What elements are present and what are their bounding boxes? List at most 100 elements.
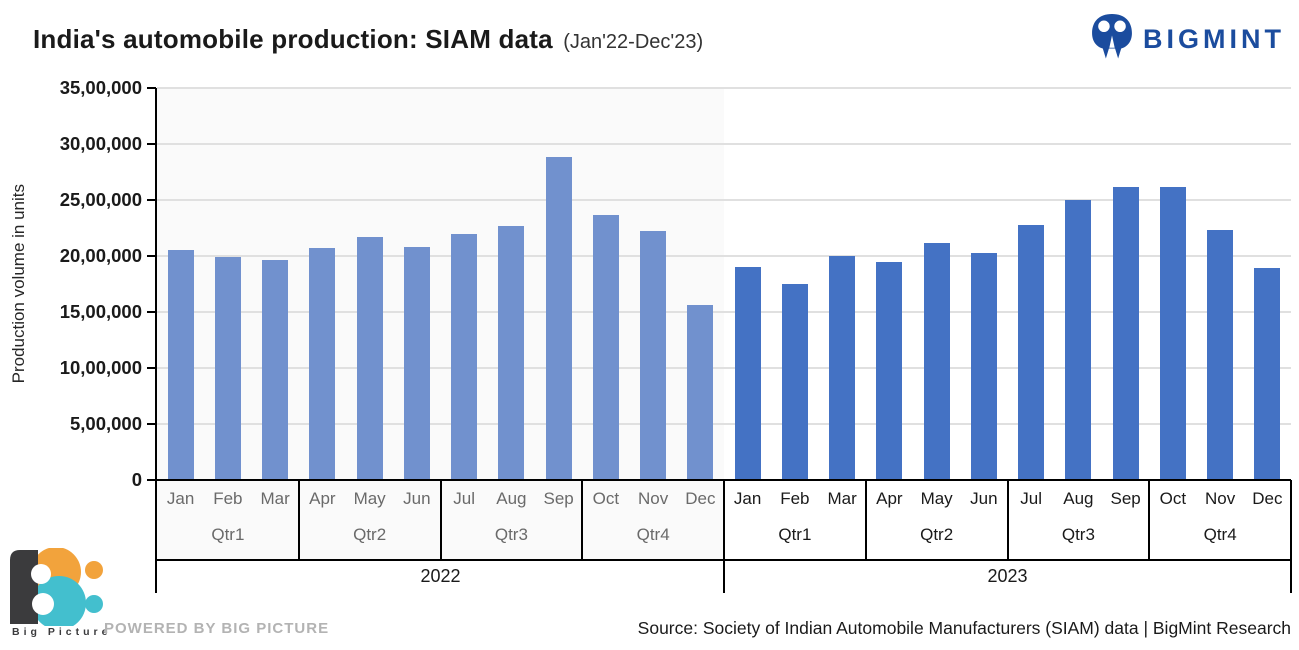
axis-right-edge: [1290, 480, 1292, 593]
y-tick-label: 0: [131, 469, 142, 490]
month-label-2022-Mar: Mar: [260, 489, 290, 508]
y-tick-mark: [147, 423, 156, 425]
month-label-2023-Feb: Feb: [780, 489, 810, 508]
page-title: India's automobile production: SIAM data…: [33, 24, 703, 55]
bar-2023-Sep: [1112, 186, 1139, 480]
bar-2023-Oct: [1159, 186, 1186, 480]
bar-2023-Feb: [781, 284, 808, 480]
month-label-2023-Sep: Sep: [1110, 489, 1141, 508]
bar-2023-Jun: [970, 252, 997, 480]
quarter-label-2023-Qtr1: Qtr1: [778, 525, 812, 544]
month-label-2022-Sep: Sep: [543, 489, 574, 508]
bar-2022-Jan: [167, 250, 194, 480]
y-tick-mark: [147, 199, 156, 201]
month-label-2023-Oct: Oct: [1159, 489, 1187, 508]
bigmint-icon: [1089, 12, 1135, 67]
bar-2022-Aug: [498, 225, 525, 480]
chart-title-period: (Jan'22-Dec'23): [563, 31, 704, 53]
quarter-divider: [581, 480, 584, 560]
bar-2023-Mar: [829, 256, 856, 480]
month-label-2022-Aug: Aug: [496, 489, 527, 508]
plot-gridline: [157, 255, 1291, 257]
bar-2022-Jul: [451, 233, 478, 480]
plot-gridline: [157, 87, 1291, 89]
quarter-label-2022-Qtr1: Qtr1: [211, 525, 245, 544]
y-tick-label: 5,00,000: [69, 413, 142, 434]
plot-gridline: [157, 367, 1291, 369]
y-axis-title: Production volume in units: [9, 184, 28, 384]
month-label-2022-May: May: [353, 489, 386, 508]
month-label-2023-Dec: Dec: [1252, 489, 1283, 508]
quarter-divider: [1148, 480, 1151, 560]
bar-2023-Apr: [876, 261, 903, 480]
month-label-2023-May: May: [920, 489, 953, 508]
bigmint-wordmark: BIGMINT: [1143, 24, 1285, 54]
month-label-2022-Jun: Jun: [403, 489, 431, 508]
month-label-2022-Dec: Dec: [685, 489, 716, 508]
y-tick-label: 10,00,000: [59, 357, 142, 378]
y-tick-label: 30,00,000: [59, 133, 142, 154]
year-label-2023: 2023: [987, 566, 1028, 586]
month-label-2023-Jan: Jan: [733, 489, 762, 508]
bigmint-logo: BIGMINT: [1089, 12, 1285, 67]
month-label-2023-Nov: Nov: [1205, 489, 1236, 508]
bar-2022-Dec: [687, 305, 714, 480]
bar-2022-Oct: [592, 214, 619, 480]
quarter-divider: [439, 480, 442, 560]
bar-2023-Aug: [1065, 200, 1092, 480]
y-tick-mark: [147, 255, 156, 257]
quarter-label-2022-Qtr4: Qtr4: [636, 525, 670, 544]
quarter-label-2023-Qtr4: Qtr4: [1203, 525, 1237, 544]
month-label-2022-Jul: Jul: [453, 489, 475, 508]
quarter-label-2022-Qtr2: Qtr2: [353, 525, 387, 544]
quarter-label-2022-Qtr3: Qtr3: [494, 525, 528, 544]
big-picture-logo-icon: [8, 547, 108, 631]
bar-2022-Mar: [262, 260, 289, 480]
month-label-2022-Jan: Jan: [166, 489, 195, 508]
month-label-2023-Apr: Apr: [876, 489, 903, 508]
bar-2022-Apr: [309, 248, 336, 480]
month-label-2022-Apr: Apr: [309, 489, 336, 508]
plot-gridline: [157, 423, 1291, 425]
month-label-2023-Mar: Mar: [827, 489, 857, 508]
month-label-2023-Jul: Jul: [1020, 489, 1042, 508]
plot-gridline: [157, 311, 1291, 313]
bar-2023-Jan: [734, 267, 761, 480]
y-tick-mark: [147, 311, 156, 313]
powered-by-label: POWERED BY BIG PICTURE: [104, 620, 330, 637]
bar-2022-May: [356, 236, 383, 480]
month-label-2022-Nov: Nov: [638, 489, 669, 508]
quarter-label-2023-Qtr3: Qtr3: [1061, 525, 1095, 544]
y-axis-line: [155, 88, 157, 593]
bar-2023-Nov: [1207, 230, 1234, 480]
y-tick-label: 35,00,000: [59, 77, 142, 98]
quarter-row-underline: [155, 559, 1291, 561]
bar-2022-Feb: [214, 257, 241, 480]
y-tick-label: 20,00,000: [59, 245, 142, 266]
plot-gridline: [157, 199, 1291, 201]
bar-2023-Dec: [1254, 268, 1281, 480]
quarter-divider: [1006, 480, 1009, 560]
quarter-divider: [864, 480, 867, 560]
y-tick-label: 25,00,000: [59, 189, 142, 210]
bar-2022-Nov: [640, 231, 667, 480]
quarter-label-2023-Qtr2: Qtr2: [920, 525, 954, 544]
plot-gridline: [157, 143, 1291, 145]
month-label-2022-Feb: Feb: [213, 489, 243, 508]
source-attribution: Source: Society of Indian Automobile Man…: [637, 618, 1291, 638]
bar-2022-Jun: [403, 247, 430, 480]
year-label-2022: 2022: [420, 566, 461, 586]
month-label-2022-Oct: Oct: [592, 489, 620, 508]
y-tick-mark: [147, 87, 156, 89]
bar-2023-Jul: [1018, 224, 1045, 480]
bar-2023-May: [923, 242, 950, 480]
y-tick-mark: [147, 479, 156, 481]
y-tick-mark: [147, 143, 156, 145]
chart-title: India's automobile production: SIAM data: [33, 24, 553, 54]
month-label-2023-Aug: Aug: [1063, 489, 1094, 508]
y-tick-label: 15,00,000: [59, 301, 142, 322]
quarter-divider: [297, 480, 300, 560]
y-tick-mark: [147, 367, 156, 369]
year-divider: [723, 480, 725, 593]
